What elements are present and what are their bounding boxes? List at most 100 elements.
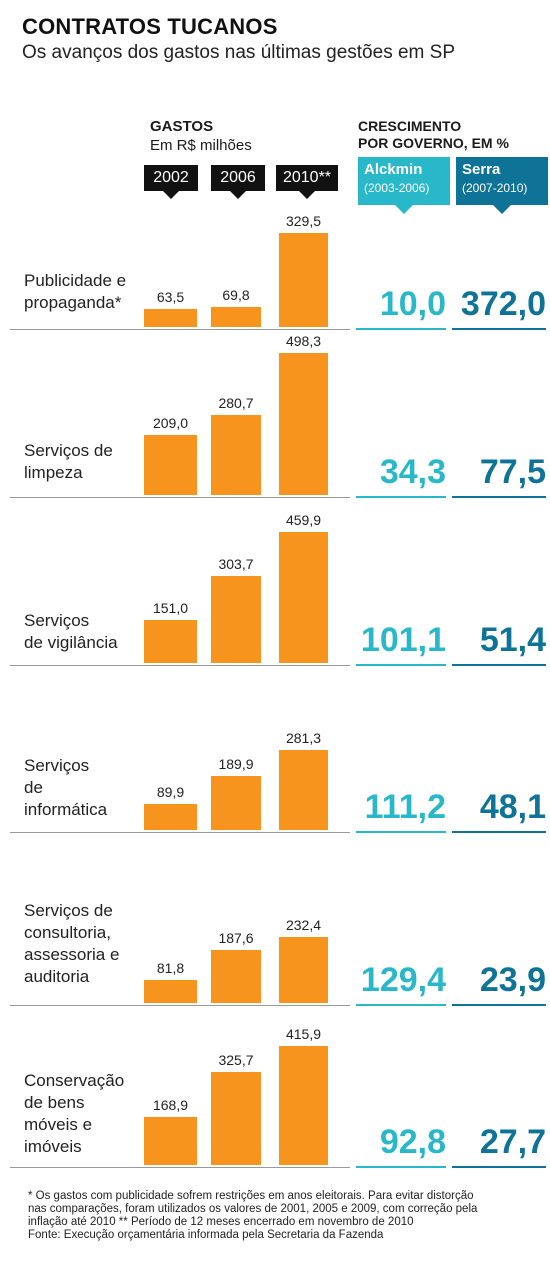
- category-label-line: auditoria: [24, 967, 90, 986]
- footnote-line1: * Os gastos com publicidade sofrem restr…: [28, 1190, 474, 1202]
- gov-period-alckmin: (2003-2006): [364, 181, 430, 195]
- bar-value-label: 498,3: [285, 333, 322, 349]
- row-baseline: [10, 329, 350, 330]
- category-label-line: Serviços de: [24, 901, 113, 920]
- row-baseline: [10, 1167, 350, 1168]
- gov-name-alckmin: Alckmin: [364, 161, 423, 178]
- growth-value-alckmin: 10,0: [379, 285, 446, 323]
- bar: [279, 353, 328, 495]
- category-label: Publicidade e propaganda*: [24, 270, 126, 314]
- category-label-line: informática: [24, 800, 108, 819]
- category-label: Conservação de bens móveis e imóveis: [24, 1070, 124, 1158]
- footnote-line3: inflação até 2010 ** Período de 12 meses…: [28, 1216, 414, 1228]
- bar: [211, 576, 261, 663]
- category-label-line: Serviços: [24, 611, 90, 630]
- bar-value-label: 415,9: [285, 1026, 322, 1042]
- row-baseline: [10, 832, 350, 833]
- growth-value-serra: 27,7: [479, 1123, 546, 1161]
- category-label: Serviços de limpeza: [24, 440, 113, 484]
- growth-underline-alckmin: [356, 1166, 446, 1168]
- bar-value-label: 89,9: [156, 784, 185, 800]
- growth-value-serra: 23,9: [479, 961, 546, 999]
- growth-underline-serra: [452, 831, 546, 833]
- bar-value-label: 329,5: [285, 213, 322, 229]
- bar: [211, 950, 261, 1003]
- category-label-line: Conservação: [24, 1071, 125, 1090]
- growth-value-alckmin: 92,8: [379, 1123, 446, 1161]
- growth-underline-serra: [452, 328, 546, 330]
- growth-underline-alckmin: [356, 328, 446, 330]
- year-label-2010: 2010**: [276, 165, 338, 199]
- chart-title: CONTRATOS TUCANOS: [22, 14, 278, 39]
- bar-value-label: 69,8: [222, 287, 250, 303]
- bar: [211, 1072, 261, 1165]
- year-label-2006: 2006: [211, 165, 265, 199]
- category-label: Serviços de vigilância: [24, 610, 118, 654]
- footnote-source: Fonte: Execução orçamentária informada p…: [28, 1229, 384, 1241]
- growth-value-alckmin: 101,1: [360, 621, 446, 659]
- bar-value-label: 168,9: [152, 1097, 189, 1113]
- spending-title: GASTOS: [150, 118, 214, 135]
- row-baseline: [10, 497, 350, 498]
- category-label-line: imóveis: [24, 1137, 82, 1156]
- bar: [279, 233, 328, 327]
- category-label-line: propaganda*: [24, 293, 122, 312]
- category-label-line: assessoria e: [24, 945, 120, 964]
- bar-value-label: 209,0: [152, 415, 189, 431]
- growth-underline-alckmin: [356, 831, 446, 833]
- category-label-line: consultoria,: [24, 923, 111, 942]
- bar: [211, 776, 261, 830]
- growth-underline-serra: [452, 1004, 546, 1006]
- gov-period-serra: (2007-2010): [462, 181, 528, 195]
- bar-value-label: 325,7: [218, 1052, 254, 1068]
- category-label-line: móveis e: [24, 1115, 93, 1134]
- chart-subtitle: Os avanços dos gastos nas últimas gestõe…: [22, 42, 455, 63]
- growth-value-alckmin: 129,4: [360, 961, 446, 999]
- growth-underline-serra: [452, 1166, 546, 1168]
- category-label-line: Publicidade e: [24, 271, 127, 290]
- bar-value-label: 187,6: [218, 930, 254, 946]
- growth-value-serra: 77,5: [479, 453, 546, 491]
- growth-underline-alckmin: [356, 1004, 446, 1006]
- category-label-line: de: [24, 778, 43, 797]
- bar: [211, 415, 261, 495]
- gov-label-serra: Serra (2007-2010): [456, 157, 548, 214]
- growth-value-alckmin: 111,2: [364, 788, 446, 826]
- bar-value-label: 151,0: [152, 600, 189, 616]
- bar: [144, 309, 197, 327]
- category-label-line: Serviços: [24, 756, 90, 775]
- gov-name-serra: Serra: [462, 161, 501, 178]
- growth-title-line2: POR GOVERNO, EM %: [358, 135, 509, 151]
- growth-underline-alckmin: [356, 496, 446, 498]
- bar-value-label: 63,5: [156, 289, 185, 305]
- bar-value-label: 280,7: [218, 395, 254, 411]
- bar: [211, 307, 261, 327]
- year-label-2002: 2002: [144, 165, 198, 199]
- bar: [144, 804, 197, 830]
- bar-value-label: 232,4: [285, 917, 322, 933]
- bar: [144, 980, 197, 1003]
- row-baseline: [10, 1005, 350, 1006]
- spending-header: GASTOS Em R$ milhões: [150, 118, 252, 154]
- bar: [144, 1117, 197, 1165]
- growth-header: CRESCIMENTO POR GOVERNO, EM %: [358, 118, 509, 152]
- growth-value-serra: 51,4: [479, 621, 546, 659]
- category-label-line: de bens: [24, 1093, 85, 1112]
- category-label: Serviços de consultoria, assessoria e audit…: [24, 900, 119, 988]
- category-label: Serviços de informática: [24, 755, 107, 821]
- bar: [279, 1046, 328, 1165]
- bar: [279, 532, 328, 663]
- bar: [144, 620, 197, 663]
- bar-value-label: 459,9: [285, 512, 322, 528]
- category-label-line: de vigilância: [24, 633, 118, 652]
- growth-underline-serra: [452, 496, 546, 498]
- category-label-line: Serviços de: [24, 441, 113, 460]
- bar: [144, 435, 197, 495]
- bar: [279, 937, 328, 1003]
- bar-value-label: 81,8: [156, 960, 185, 976]
- bar-value-label: 189,9: [218, 756, 254, 772]
- row-baseline: [10, 665, 350, 666]
- growth-underline-serra: [452, 664, 546, 666]
- footnote: * Os gastos com publicidade sofrem restr…: [28, 1190, 544, 1242]
- bar-value-label: 281,3: [285, 730, 322, 746]
